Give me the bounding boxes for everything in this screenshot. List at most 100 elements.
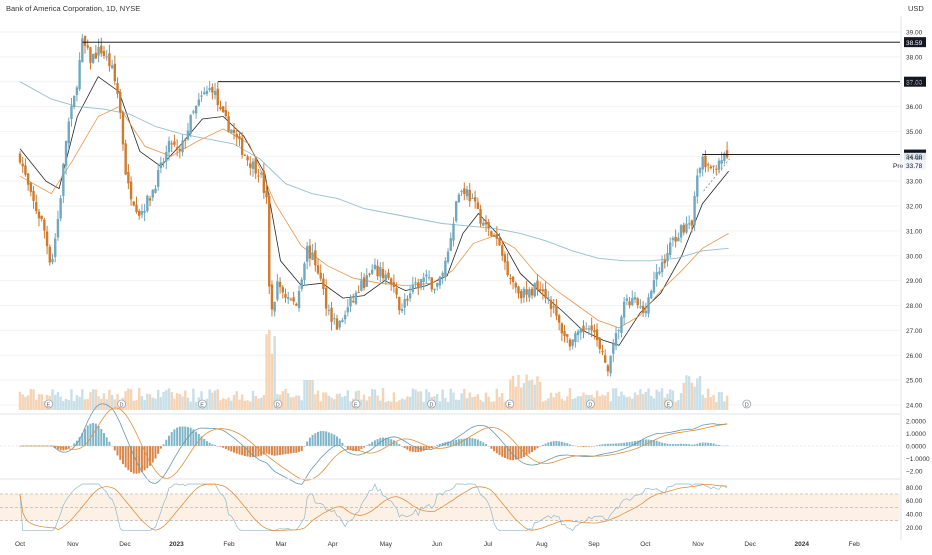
candle-body[interactable] [127,171,130,184]
candle-body[interactable] [146,195,149,211]
candle-body[interactable] [322,278,325,290]
candle-body[interactable] [24,165,27,175]
candle-body[interactable] [45,231,49,247]
candle-body[interactable] [674,236,677,242]
candle-body[interactable] [389,278,393,284]
candle-body[interactable] [165,151,168,162]
candle-body[interactable] [536,280,539,290]
candle-body[interactable] [135,204,138,212]
candle-body[interactable] [541,289,545,292]
candle-body[interactable] [213,90,217,96]
candle-body[interactable] [170,143,173,145]
candle-body[interactable] [492,235,496,237]
candle-body[interactable] [72,95,76,108]
candle-body[interactable] [89,47,92,63]
candle-body[interactable] [479,208,482,224]
candle-body[interactable] [70,105,73,120]
candle-body[interactable] [501,245,504,256]
candle-body[interactable] [617,330,620,332]
candle-body[interactable] [265,190,268,198]
candle-body[interactable] [395,288,398,295]
candle-body[interactable] [720,160,723,164]
candle-body[interactable] [663,260,666,264]
event-marker[interactable] [664,399,674,409]
candle-body[interactable] [701,156,704,170]
candle-body[interactable] [641,305,645,313]
candle-body[interactable] [235,133,238,138]
candle-body[interactable] [636,298,639,306]
candle-body[interactable] [427,277,431,279]
candle-body[interactable] [273,301,276,312]
candle-body[interactable] [173,141,176,145]
candle-body[interactable] [102,50,106,56]
candle-body[interactable] [417,282,420,289]
candle-body[interactable] [343,314,347,320]
candle-body[interactable] [652,280,656,293]
event-marker[interactable] [351,399,361,409]
candle-body[interactable] [509,277,512,279]
event-marker[interactable] [117,399,126,409]
candle-body[interactable] [178,148,182,151]
candle-body[interactable] [338,320,341,328]
candle-body[interactable] [54,238,57,257]
candle-body[interactable] [460,190,463,192]
candle-body[interactable] [232,129,236,134]
candle-body[interactable] [194,106,198,114]
candle-body[interactable] [411,284,415,292]
candle-body[interactable] [538,289,542,292]
candle-body[interactable] [557,315,561,323]
candle-body[interactable] [593,330,596,333]
candle-body[interactable] [552,306,555,308]
candle-body[interactable] [300,279,303,289]
candle-body[interactable] [655,272,658,280]
candle-body[interactable] [522,288,526,298]
candle-body[interactable] [221,106,225,113]
candle-body[interactable] [463,188,466,195]
candle-body[interactable] [576,331,580,336]
candle-body[interactable] [666,253,669,262]
candle-body[interactable] [671,238,675,241]
candle-body[interactable] [86,45,89,48]
candle-body[interactable] [468,189,471,202]
candle-body[interactable] [151,189,154,198]
candle-body[interactable] [446,251,450,263]
candle-body[interactable] [436,283,439,287]
candle-body[interactable] [606,365,610,372]
candle-body[interactable] [116,83,119,94]
candle-body[interactable] [647,297,650,314]
candle-body[interactable] [254,158,257,174]
candle-body[interactable] [316,265,320,274]
candle-body[interactable] [644,310,648,314]
candle-body[interactable] [712,165,715,167]
candle-body[interactable] [706,164,710,166]
candle-body[interactable] [67,121,70,144]
candle-body[interactable] [91,53,95,63]
candle-body[interactable] [216,88,219,106]
candle-body[interactable] [381,268,385,279]
candle-body[interactable] [238,136,241,140]
candle-body[interactable] [249,163,252,168]
event-marker[interactable] [44,399,54,409]
candle-body[interactable] [452,223,455,241]
candle-body[interactable] [32,190,35,201]
event-marker[interactable] [197,399,207,409]
candle-body[interactable] [544,289,547,299]
candle-body[interactable] [64,141,68,167]
candle-body[interactable] [78,59,81,90]
candle-body[interactable] [81,38,84,63]
event-marker[interactable] [427,399,436,409]
candle-body[interactable] [62,163,65,196]
candle-body[interactable] [21,163,24,167]
candle-body[interactable] [154,188,157,193]
candle-body[interactable] [514,283,517,288]
candle-body[interactable] [167,140,171,153]
candle-body[interactable] [503,254,507,263]
candle-body[interactable] [582,325,585,333]
candle-body[interactable] [400,309,404,311]
candle-body[interactable] [311,252,314,260]
candle-body[interactable] [230,129,233,134]
candle-body[interactable] [48,246,52,263]
candle-body[interactable] [490,231,493,237]
